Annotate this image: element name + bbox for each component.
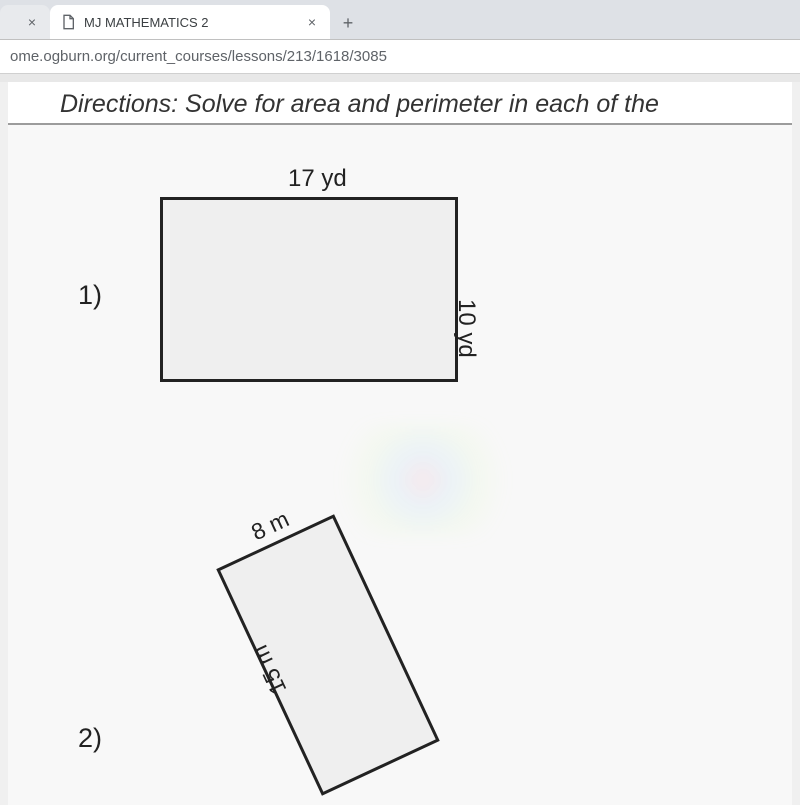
- problem-number-2: 2): [78, 723, 102, 754]
- page-content: Directions: Solve for area and perimeter…: [8, 82, 792, 805]
- tab-active[interactable]: MJ MATHEMATICS 2 ×: [50, 5, 330, 39]
- figures-area: 1) 17 yd 10 yd 2) 8 m 15 m: [8, 125, 792, 805]
- rect1-width-label: 17 yd: [288, 165, 347, 193]
- screen-moire-artifact: [318, 425, 528, 535]
- rectangle-2-group: 8 m 15 m: [216, 514, 439, 796]
- url-text: ome.ogburn.org/current_courses/lessons/2…: [10, 48, 387, 65]
- directions-text: Directions: Solve for area and perimeter…: [60, 90, 659, 118]
- rect1-height-label: 10 yd: [452, 299, 480, 358]
- file-icon: [60, 14, 76, 30]
- browser-tab-strip: × MJ MATHEMATICS 2 × +: [0, 0, 800, 40]
- directions-row: Directions: Solve for area and perimeter…: [8, 90, 792, 125]
- close-icon[interactable]: ×: [24, 14, 40, 30]
- address-bar[interactable]: ome.ogburn.org/current_courses/lessons/2…: [0, 40, 800, 74]
- rectangle-1: [160, 197, 458, 382]
- new-tab-button[interactable]: +: [334, 9, 362, 37]
- page-viewport: Directions: Solve for area and perimeter…: [0, 82, 800, 805]
- problem-number-1: 1): [78, 280, 102, 311]
- tab-title: MJ MATHEMATICS 2: [84, 15, 304, 30]
- tab-previous[interactable]: ×: [0, 5, 50, 39]
- close-icon[interactable]: ×: [304, 14, 320, 30]
